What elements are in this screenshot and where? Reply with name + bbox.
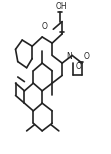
Text: O: O (42, 22, 48, 31)
Text: O: O (75, 62, 81, 71)
Text: N: N (67, 53, 72, 61)
Text: OH: OH (56, 2, 67, 11)
Text: O: O (83, 53, 89, 61)
